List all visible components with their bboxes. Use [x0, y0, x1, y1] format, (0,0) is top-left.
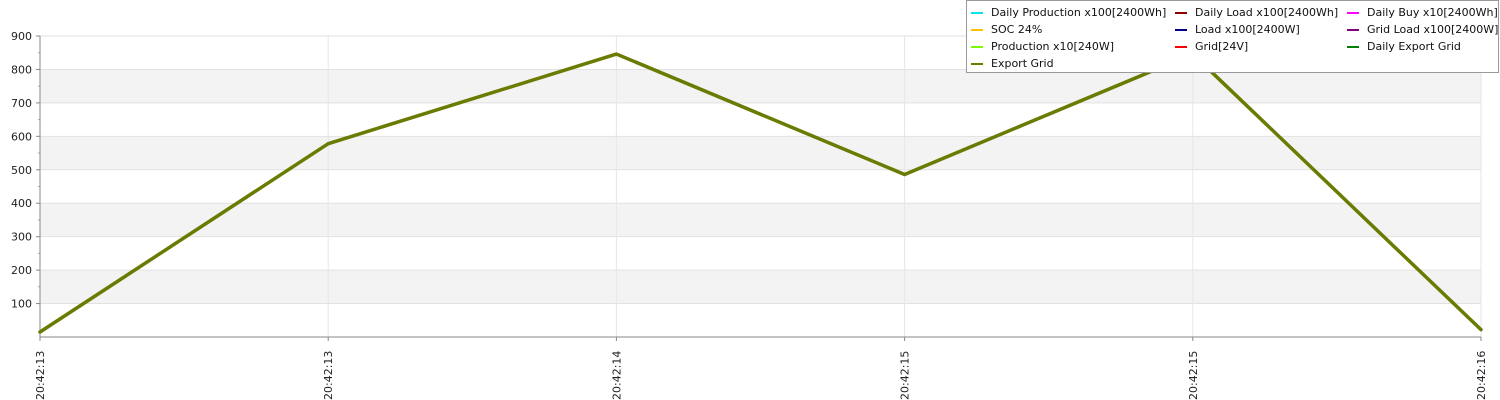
legend-item[interactable]: Daily Load x100[2400Wh] [1175, 4, 1338, 21]
legend-item[interactable]: Daily Production x100[2400Wh] [971, 4, 1166, 21]
y-tick-label: 700 [11, 97, 32, 110]
y-tick-label: 200 [11, 264, 32, 277]
legend-item[interactable]: Daily Buy x10[2400Wh] [1347, 4, 1498, 21]
legend-swatch [971, 28, 983, 31]
plot-grid [39, 35, 1482, 337]
y-tick-label: 600 [11, 130, 32, 143]
legend-swatch [971, 11, 983, 14]
plot-band [40, 203, 1481, 237]
plot-band [40, 270, 1481, 304]
legend-item[interactable]: Production x10[240W] [971, 38, 1114, 55]
legend-label: Grid Load x100[2400W] [1367, 23, 1499, 36]
legend-label: Daily Load x100[2400Wh] [1195, 6, 1339, 19]
legend-label: Grid[24V] [1195, 40, 1249, 53]
y-tick-label: 900 [11, 30, 32, 43]
x-tick-label: 20:42:16 [1475, 351, 1488, 400]
plot-band [40, 69, 1481, 103]
x-tick-label: 20:42:13 [322, 351, 335, 400]
legend-swatch [1175, 28, 1187, 31]
legend-label: Daily Buy x10[2400Wh] [1367, 6, 1498, 19]
y-tick-label: 400 [11, 197, 32, 210]
legend-swatch [1347, 11, 1359, 14]
legend-swatch [1347, 45, 1359, 48]
x-tick-labels: 20:42:13 20:42:13 20:42:14 20:42:15 20:42:15… [34, 351, 1488, 400]
legend-item[interactable]: Grid[24V] [1175, 38, 1248, 55]
legend-label: Daily Production x100[2400Wh] [991, 6, 1167, 19]
x-tick-label: 20:42:15 [1187, 351, 1200, 400]
y-tick-label: 800 [11, 63, 32, 76]
x-tick-label: 20:42:14 [610, 351, 623, 400]
legend-item[interactable]: Load x100[2400W] [1175, 21, 1300, 38]
y-tick-labels: 100 200 300 400 500 600 700 800 900 [11, 30, 32, 311]
y-tick-label: 500 [11, 164, 32, 177]
legend-label: Export Grid [991, 57, 1054, 70]
plot-bands [40, 69, 1481, 304]
legend-label: SOC 24% [991, 23, 1043, 36]
y-tick-label: 100 [11, 298, 32, 311]
legend-swatch [1175, 11, 1187, 14]
series-line-export-grid [38, 52, 1483, 334]
y-tick-label: 300 [11, 231, 32, 244]
plot-band [40, 136, 1481, 170]
legend-swatch [1175, 45, 1187, 48]
legend-swatch [1347, 28, 1359, 31]
legend-label: Load x100[2400W] [1195, 23, 1300, 36]
x-tick-label: 20:42:15 [899, 351, 912, 400]
legend-swatch [971, 45, 983, 48]
plot-axes [36, 35, 1482, 341]
legend-item[interactable]: Export Grid [971, 55, 1054, 72]
legend: Daily Production x100[2400Wh] Daily Load … [966, 0, 1499, 73]
series-lines [38, 52, 1483, 334]
legend-swatch [971, 62, 983, 65]
legend-item[interactable]: SOC 24% [971, 21, 1042, 38]
legend-item[interactable]: Grid Load x100[2400W] [1347, 21, 1498, 38]
legend-item[interactable]: Daily Export Grid [1347, 38, 1461, 55]
legend-label: Production x10[240W] [991, 40, 1114, 53]
legend-label: Daily Export Grid [1367, 40, 1461, 53]
x-tick-label: 20:42:13 [34, 351, 47, 400]
